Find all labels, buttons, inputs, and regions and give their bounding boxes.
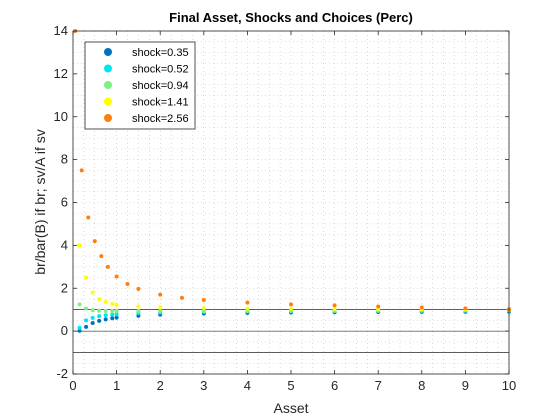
- data-point: [114, 302, 119, 307]
- legend-marker: [104, 97, 112, 106]
- data-point: [86, 215, 91, 220]
- data-point: [419, 305, 424, 310]
- x-axis-label: Asset: [273, 400, 308, 416]
- data-point: [77, 325, 82, 330]
- data-points: [73, 29, 511, 333]
- data-point: [201, 306, 206, 311]
- x-tick-label: 10: [502, 378, 516, 393]
- data-point: [376, 304, 381, 309]
- legend-entry: shock=0.94: [132, 80, 189, 92]
- data-point: [158, 292, 163, 297]
- data-point: [90, 315, 95, 320]
- y-tick-label: 14: [54, 23, 68, 38]
- data-point: [110, 316, 115, 321]
- x-axis-ticks: 0 1 2 3 4 5 6 7 8 9 10: [69, 31, 516, 393]
- data-point: [84, 324, 89, 329]
- data-point: [97, 318, 102, 323]
- data-point: [77, 243, 82, 248]
- data-point: [463, 306, 468, 311]
- data-point: [84, 275, 89, 280]
- legend-box: [84, 41, 196, 130]
- legend-marker: [104, 48, 112, 56]
- data-point: [99, 254, 104, 259]
- y-tick-label: 0: [61, 323, 68, 338]
- data-point: [114, 312, 119, 317]
- x-tick-label: 0: [69, 378, 76, 393]
- data-point: [84, 318, 89, 323]
- data-point: [110, 312, 115, 317]
- x-tick-label: 3: [200, 378, 207, 393]
- data-point: [90, 320, 95, 325]
- data-point: [84, 306, 89, 311]
- x-tick-label: 1: [113, 378, 120, 393]
- y-tick-label: 10: [54, 109, 68, 124]
- legend-marker: [104, 114, 112, 122]
- data-point: [110, 301, 115, 306]
- data-point: [332, 307, 337, 312]
- x-tick-label: 5: [287, 378, 294, 393]
- y-tick-label: 6: [61, 195, 68, 210]
- data-point: [97, 296, 102, 301]
- legend-entry: shock=2.56: [132, 113, 189, 125]
- data-point: [289, 306, 293, 311]
- data-point: [90, 308, 95, 313]
- data-point: [289, 302, 293, 307]
- data-point: [114, 274, 119, 279]
- data-point: [332, 303, 337, 308]
- data-point: [114, 315, 119, 320]
- data-point: [245, 306, 250, 311]
- data-point: [90, 290, 95, 295]
- data-point: [114, 309, 119, 314]
- data-point: [180, 295, 184, 300]
- x-tick-label: 6: [331, 378, 338, 393]
- data-point: [77, 328, 82, 333]
- data-point: [79, 168, 84, 173]
- data-point: [136, 309, 141, 314]
- y-tick-label: -2: [56, 366, 68, 381]
- y-tick-label: 2: [61, 280, 68, 295]
- legend-entry: shock=0.52: [132, 64, 189, 76]
- legend-marker: [104, 81, 112, 89]
- data-point: [97, 308, 102, 313]
- y-axis-label: br/bar(B) if br; sv/A if sv: [32, 129, 48, 274]
- data-point: [136, 304, 141, 309]
- legend: shock=0.35 shock=0.52 shock=0.94 shock=1.41…: [84, 41, 196, 130]
- y-tick-label: 12: [54, 66, 68, 81]
- y-axis-ticks: -2 0 2 4 6 8 10 12 14: [54, 23, 509, 381]
- x-tick-label: 7: [375, 378, 382, 393]
- legend-marker: [104, 64, 112, 73]
- data-point: [158, 309, 163, 314]
- data-point: [201, 298, 206, 303]
- data-point: [103, 317, 108, 322]
- data-point: [136, 286, 141, 291]
- chart-title: Final Asset, Shocks and Choices (Perc): [169, 10, 413, 25]
- x-tick-label: 2: [157, 378, 164, 393]
- data-point: [110, 309, 115, 314]
- legend-entry: shock=0.35: [132, 47, 189, 59]
- data-point: [201, 309, 206, 314]
- data-point: [92, 239, 97, 244]
- y-tick-label: 4: [61, 237, 68, 252]
- y-tick-label: 8: [61, 152, 68, 167]
- x-tick-label: 9: [462, 378, 469, 393]
- data-point: [77, 302, 82, 307]
- x-tick-label: 4: [244, 378, 251, 393]
- data-point: [125, 281, 130, 286]
- legend-entry: shock=1.41: [132, 97, 189, 109]
- data-point: [103, 313, 108, 318]
- data-point: [103, 308, 108, 313]
- data-point: [245, 300, 250, 305]
- data-point: [103, 300, 108, 305]
- data-point: [158, 305, 163, 310]
- data-point: [97, 314, 102, 319]
- x-tick-label: 8: [418, 378, 425, 393]
- data-point: [105, 264, 110, 269]
